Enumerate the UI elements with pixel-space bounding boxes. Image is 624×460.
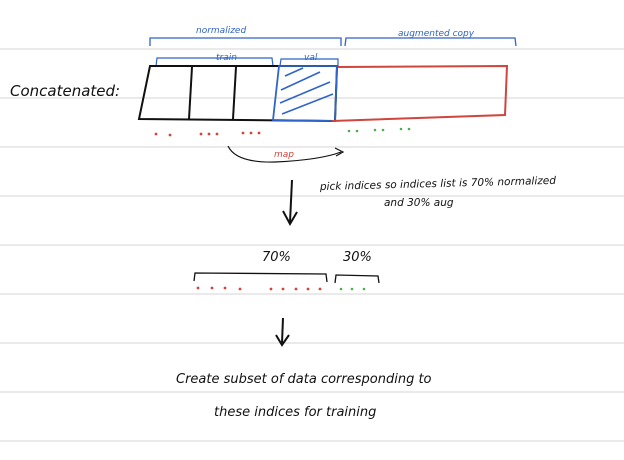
index-dot	[238, 287, 242, 291]
index-dot	[196, 286, 200, 290]
ruled-lines	[0, 48, 624, 442]
index-dot	[207, 132, 211, 136]
selected-augmented-dots	[339, 287, 366, 291]
index-dot	[355, 129, 359, 133]
pct-70-bracket	[193, 272, 328, 283]
create-subset-line1: Create subset of data corresponding to	[176, 372, 432, 387]
normalized-bracket	[149, 37, 342, 46]
index-dot	[154, 132, 158, 136]
index-dot	[381, 128, 385, 132]
index-dot	[223, 286, 227, 290]
index-dot	[241, 131, 245, 135]
index-dot	[269, 287, 273, 291]
down-arrow-1-shaft	[289, 179, 293, 223]
val-bracket	[279, 58, 339, 67]
hatch-line	[279, 81, 331, 104]
hatch-line	[281, 93, 334, 115]
index-dot	[199, 132, 203, 136]
map-arrowhead-icon	[334, 147, 345, 157]
pct-70-label: 70%	[262, 250, 291, 265]
index-dot	[215, 132, 219, 136]
train-bracket	[155, 57, 274, 67]
map-arrow-curve	[227, 145, 342, 163]
index-dot	[294, 287, 298, 291]
index-dot	[249, 131, 253, 135]
augmented-index-dots	[347, 127, 411, 133]
pick-note-line2: and 30% aug	[384, 197, 454, 209]
index-dot	[281, 287, 285, 291]
augmented-bracket	[344, 37, 517, 47]
index-dot	[168, 133, 172, 137]
index-dot	[362, 287, 366, 291]
train-label: train	[216, 53, 237, 63]
index-dot	[257, 131, 261, 135]
create-subset-line2: these indices for training	[214, 405, 376, 420]
pick-note-line1: pick indices so indices list is 70% norm…	[319, 175, 557, 193]
index-dot	[318, 287, 322, 291]
normalized-block	[137, 65, 339, 123]
hatch-line	[284, 67, 304, 77]
index-dot	[399, 127, 403, 131]
index-dot	[339, 287, 343, 291]
pct-30-bracket	[334, 274, 380, 284]
down-arrow-2-icon	[275, 334, 290, 347]
selected-normalized-dots	[196, 286, 322, 291]
concatenated-label: Concatenated:	[10, 82, 120, 100]
val-label: val	[304, 53, 318, 63]
index-dot	[407, 127, 411, 131]
index-dot	[373, 128, 377, 132]
train-divider	[188, 66, 193, 120]
train-divider	[232, 66, 237, 120]
val-block	[271, 65, 338, 122]
index-dot	[210, 286, 214, 290]
index-dot	[347, 129, 351, 133]
map-label: map	[274, 150, 294, 160]
augmented-block	[331, 64, 509, 122]
augmented-copy-label: augmented copy	[398, 29, 475, 39]
val-hatching	[279, 67, 334, 115]
down-arrow-2-shaft	[281, 317, 284, 344]
down-arrow-1-icon	[282, 210, 298, 227]
pct-30-label: 30%	[343, 250, 372, 265]
normalized-label: normalized	[196, 26, 246, 36]
normalized-index-dots	[154, 131, 261, 137]
index-dot	[350, 287, 354, 291]
index-dot	[306, 287, 310, 291]
hatch-line	[280, 71, 321, 91]
